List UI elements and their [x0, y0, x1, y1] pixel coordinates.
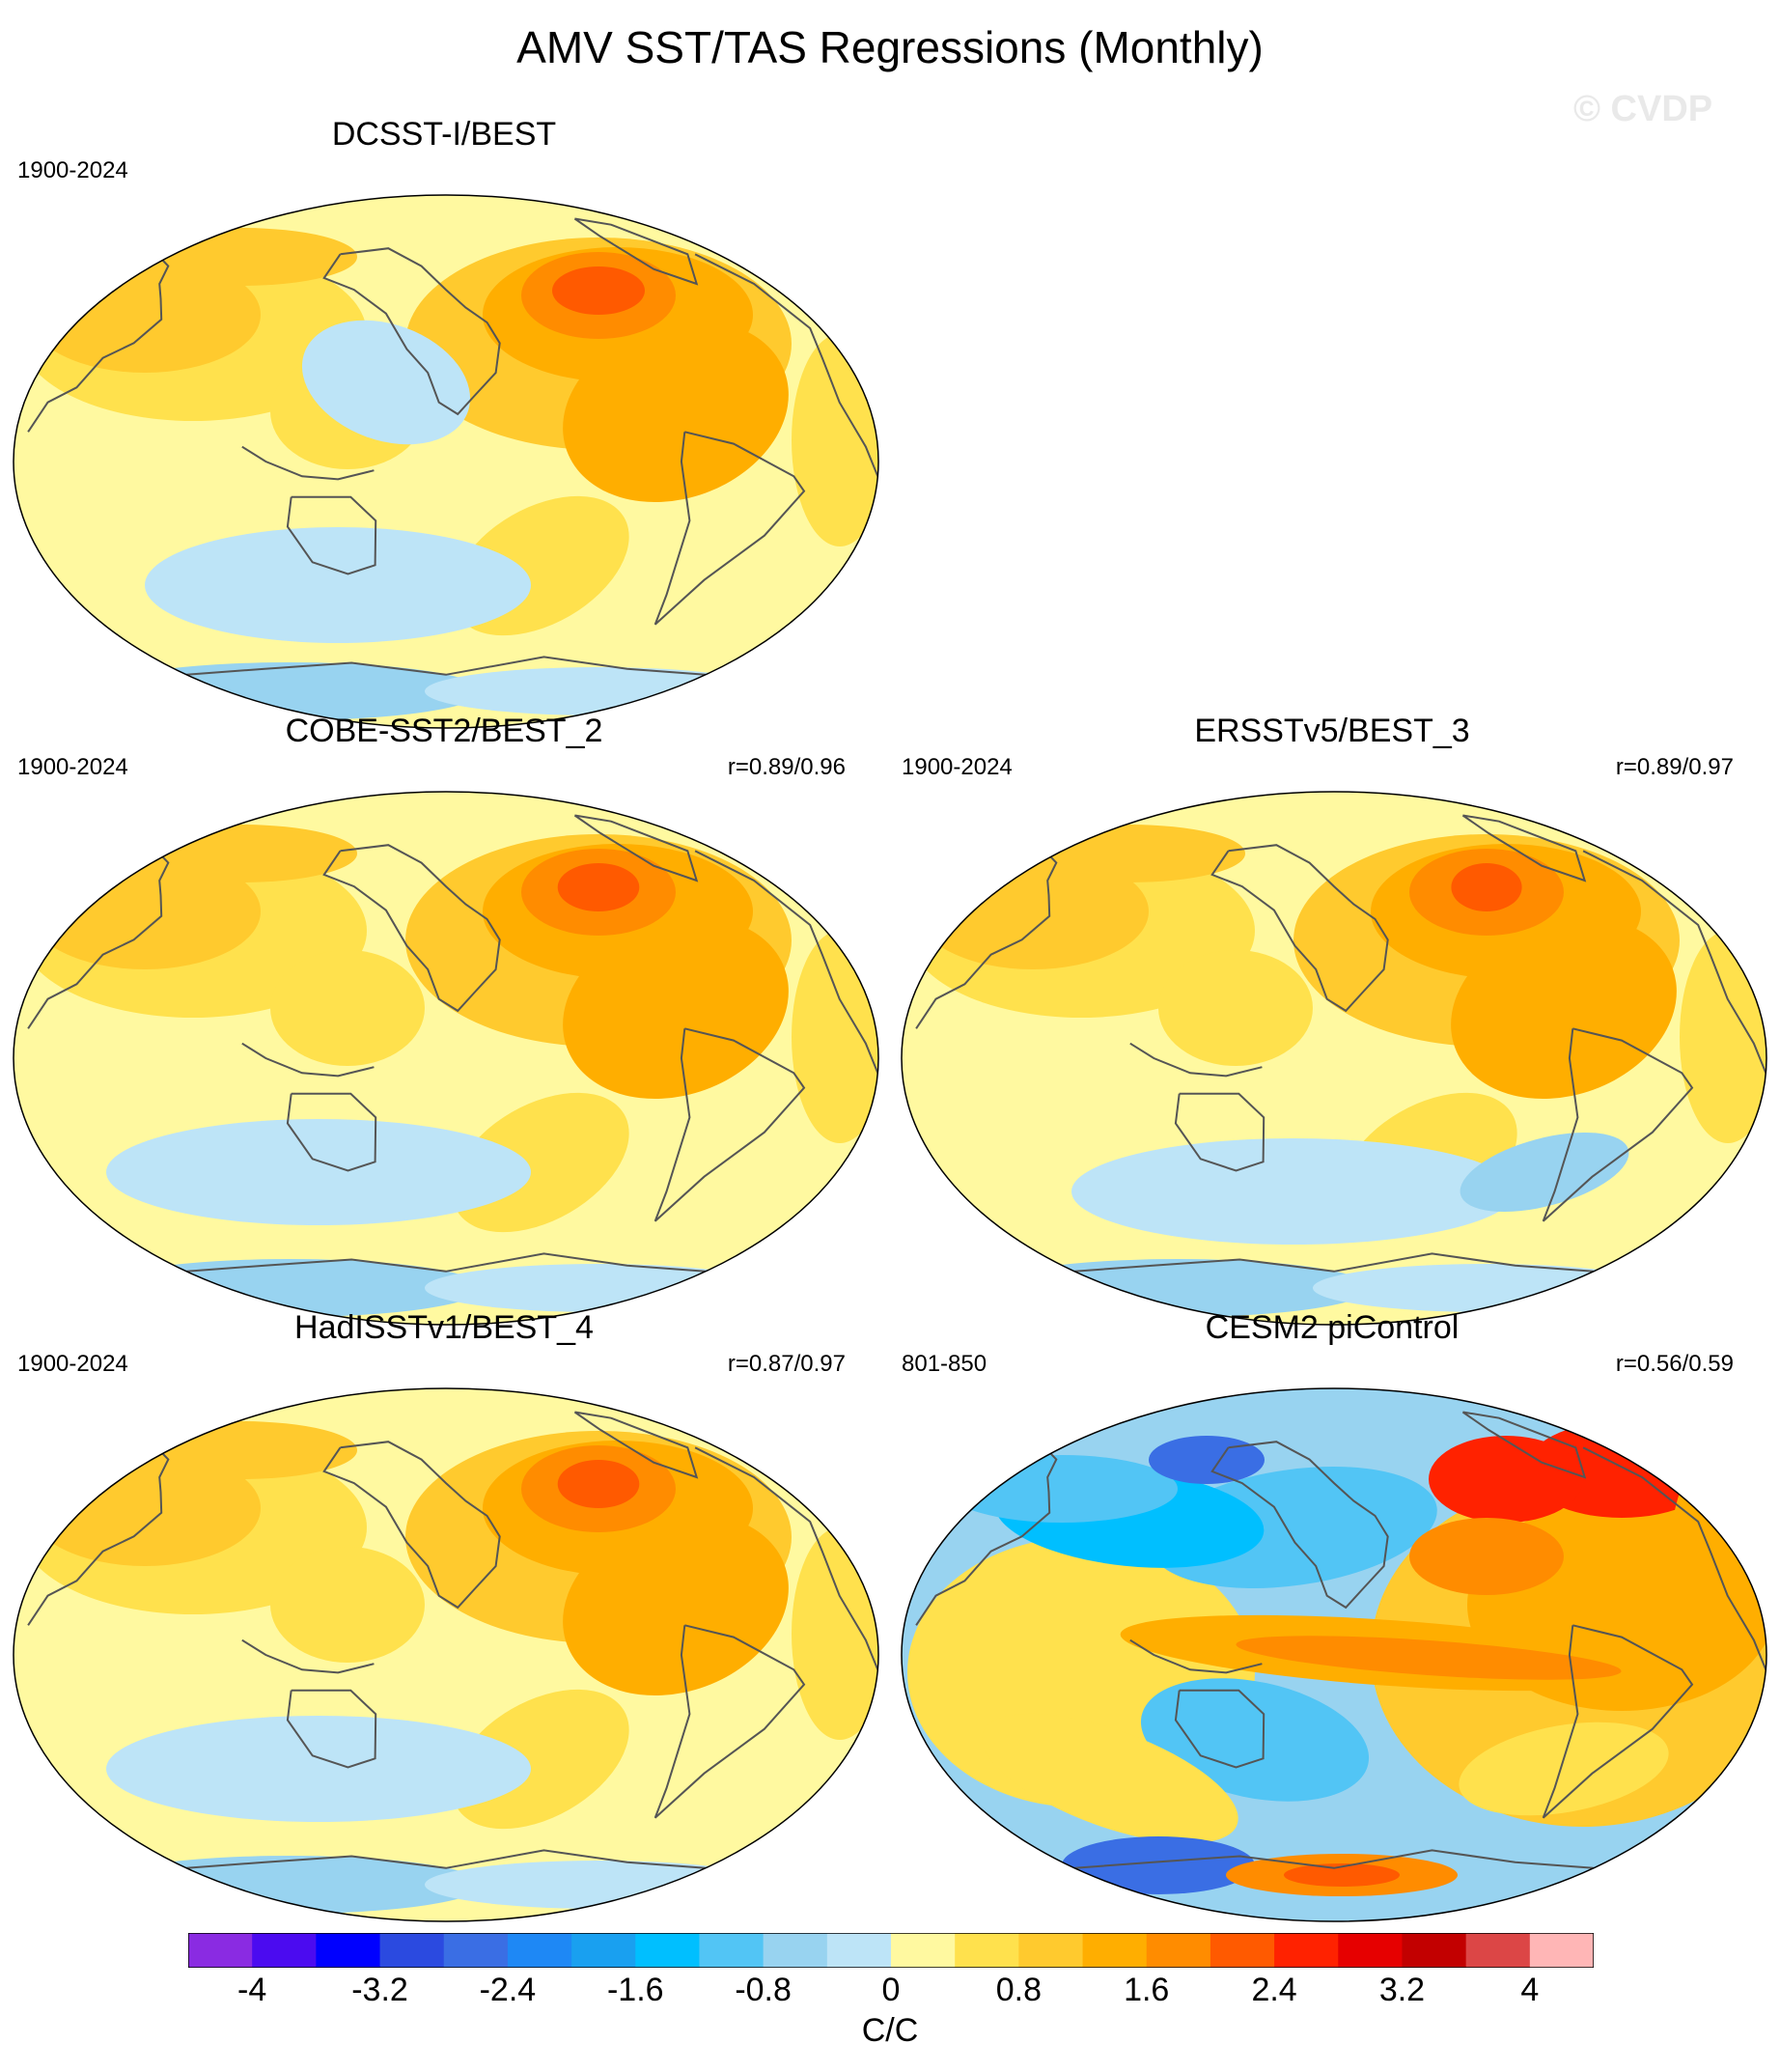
figure-title: AMV SST/TAS Regressions (Monthly) [516, 22, 1264, 72]
regression-map [13, 791, 879, 1326]
colorbar-swatch [955, 1933, 1019, 1968]
map-panel: DCSST-I/BEST 1900-2024 [0, 116, 888, 729]
panel-title: CESM2 piControl [1205, 1309, 1460, 1346]
colorbar-swatch [891, 1933, 956, 1968]
regression-map [13, 194, 879, 729]
colorbar-swatch [635, 1933, 700, 1968]
colorbar-tick-label: -0.8 [735, 1972, 792, 2008]
colorbar-tick-label: 3.2 [1378, 1972, 1426, 2008]
colorbar-swatch [507, 1933, 572, 1968]
colorbar-tick-label: -2.4 [479, 1972, 537, 2008]
colorbar-swatch [1018, 1933, 1084, 1968]
colorbar-tick-label: 0.8 [995, 1972, 1042, 2008]
panel-title: COBE-SST2/BEST_2 [285, 713, 603, 749]
panel-title: DCSST-I/BEST [331, 116, 557, 153]
colorbar-swatch [1274, 1933, 1339, 1968]
regression-map [13, 1387, 879, 1922]
panel-title: HadISSTv1/BEST_4 [294, 1309, 594, 1346]
colorbar-units: C/C [861, 2012, 919, 2049]
colorbar-swatch [252, 1933, 317, 1968]
map-panel: CESM2 piControl 801-850 r=0.56/0.59 [888, 1309, 1776, 1922]
colorbar-tick-label: 1.6 [1124, 1972, 1170, 2008]
colorbar-swatch [763, 1933, 828, 1968]
panel-correlation: r=0.56/0.59 [1615, 1351, 1734, 1377]
colorbar-swatch [1402, 1933, 1467, 1968]
colorbar-swatch [379, 1933, 445, 1968]
panel-period: 1900-2024 [17, 1351, 128, 1377]
colorbar-swatch [316, 1933, 381, 1968]
panel-period: 1900-2024 [17, 157, 128, 183]
regression-map [901, 1387, 1767, 1922]
colorbar-tick-label: 2.4 [1251, 1972, 1297, 2008]
map-panel: COBE-SST2/BEST_2 1900-2024 r=0.89/0.96 [0, 713, 888, 1326]
colorbar-swatch [443, 1933, 509, 1968]
panel-period: 1900-2024 [902, 754, 1013, 780]
panel-correlation: r=0.87/0.97 [727, 1351, 846, 1377]
colorbar-swatch [1529, 1933, 1594, 1968]
colorbar-swatch [1465, 1933, 1531, 1968]
colorbar-tick-label: -1.6 [606, 1972, 664, 2008]
colorbar-swatch [826, 1933, 892, 1968]
map-panel: HadISSTv1/BEST_4 1900-2024 r=0.87/0.97 [0, 1309, 888, 1922]
colorbar-swatch [1082, 1933, 1148, 1968]
panel-title: ERSSTv5/BEST_3 [1194, 713, 1470, 749]
watermark: © CVDP [1573, 89, 1713, 129]
panel-period: 1900-2024 [17, 754, 128, 780]
colorbar-swatch [699, 1933, 765, 1968]
colorbar-swatch [1210, 1933, 1275, 1968]
regression-map [901, 791, 1767, 1326]
colorbar-tick-label: 0 [881, 1972, 901, 2008]
colorbar-tick-label: -3.2 [351, 1972, 408, 2008]
colorbar-tick-label: -4 [237, 1972, 267, 2008]
colorbar-swatch [1146, 1933, 1211, 1968]
colorbar-swatch [1338, 1933, 1403, 1968]
panel-correlation: r=0.89/0.97 [1615, 754, 1734, 780]
colorbar [188, 1933, 1594, 1968]
panel-period: 801-850 [902, 1351, 987, 1377]
colorbar-tick-label: 4 [1520, 1972, 1540, 2008]
panel-correlation: r=0.89/0.96 [727, 754, 846, 780]
map-panel: ERSSTv5/BEST_3 1900-2024 r=0.89/0.97 [888, 713, 1776, 1326]
colorbar-swatch [188, 1933, 253, 1968]
colorbar-swatch [571, 1933, 636, 1968]
